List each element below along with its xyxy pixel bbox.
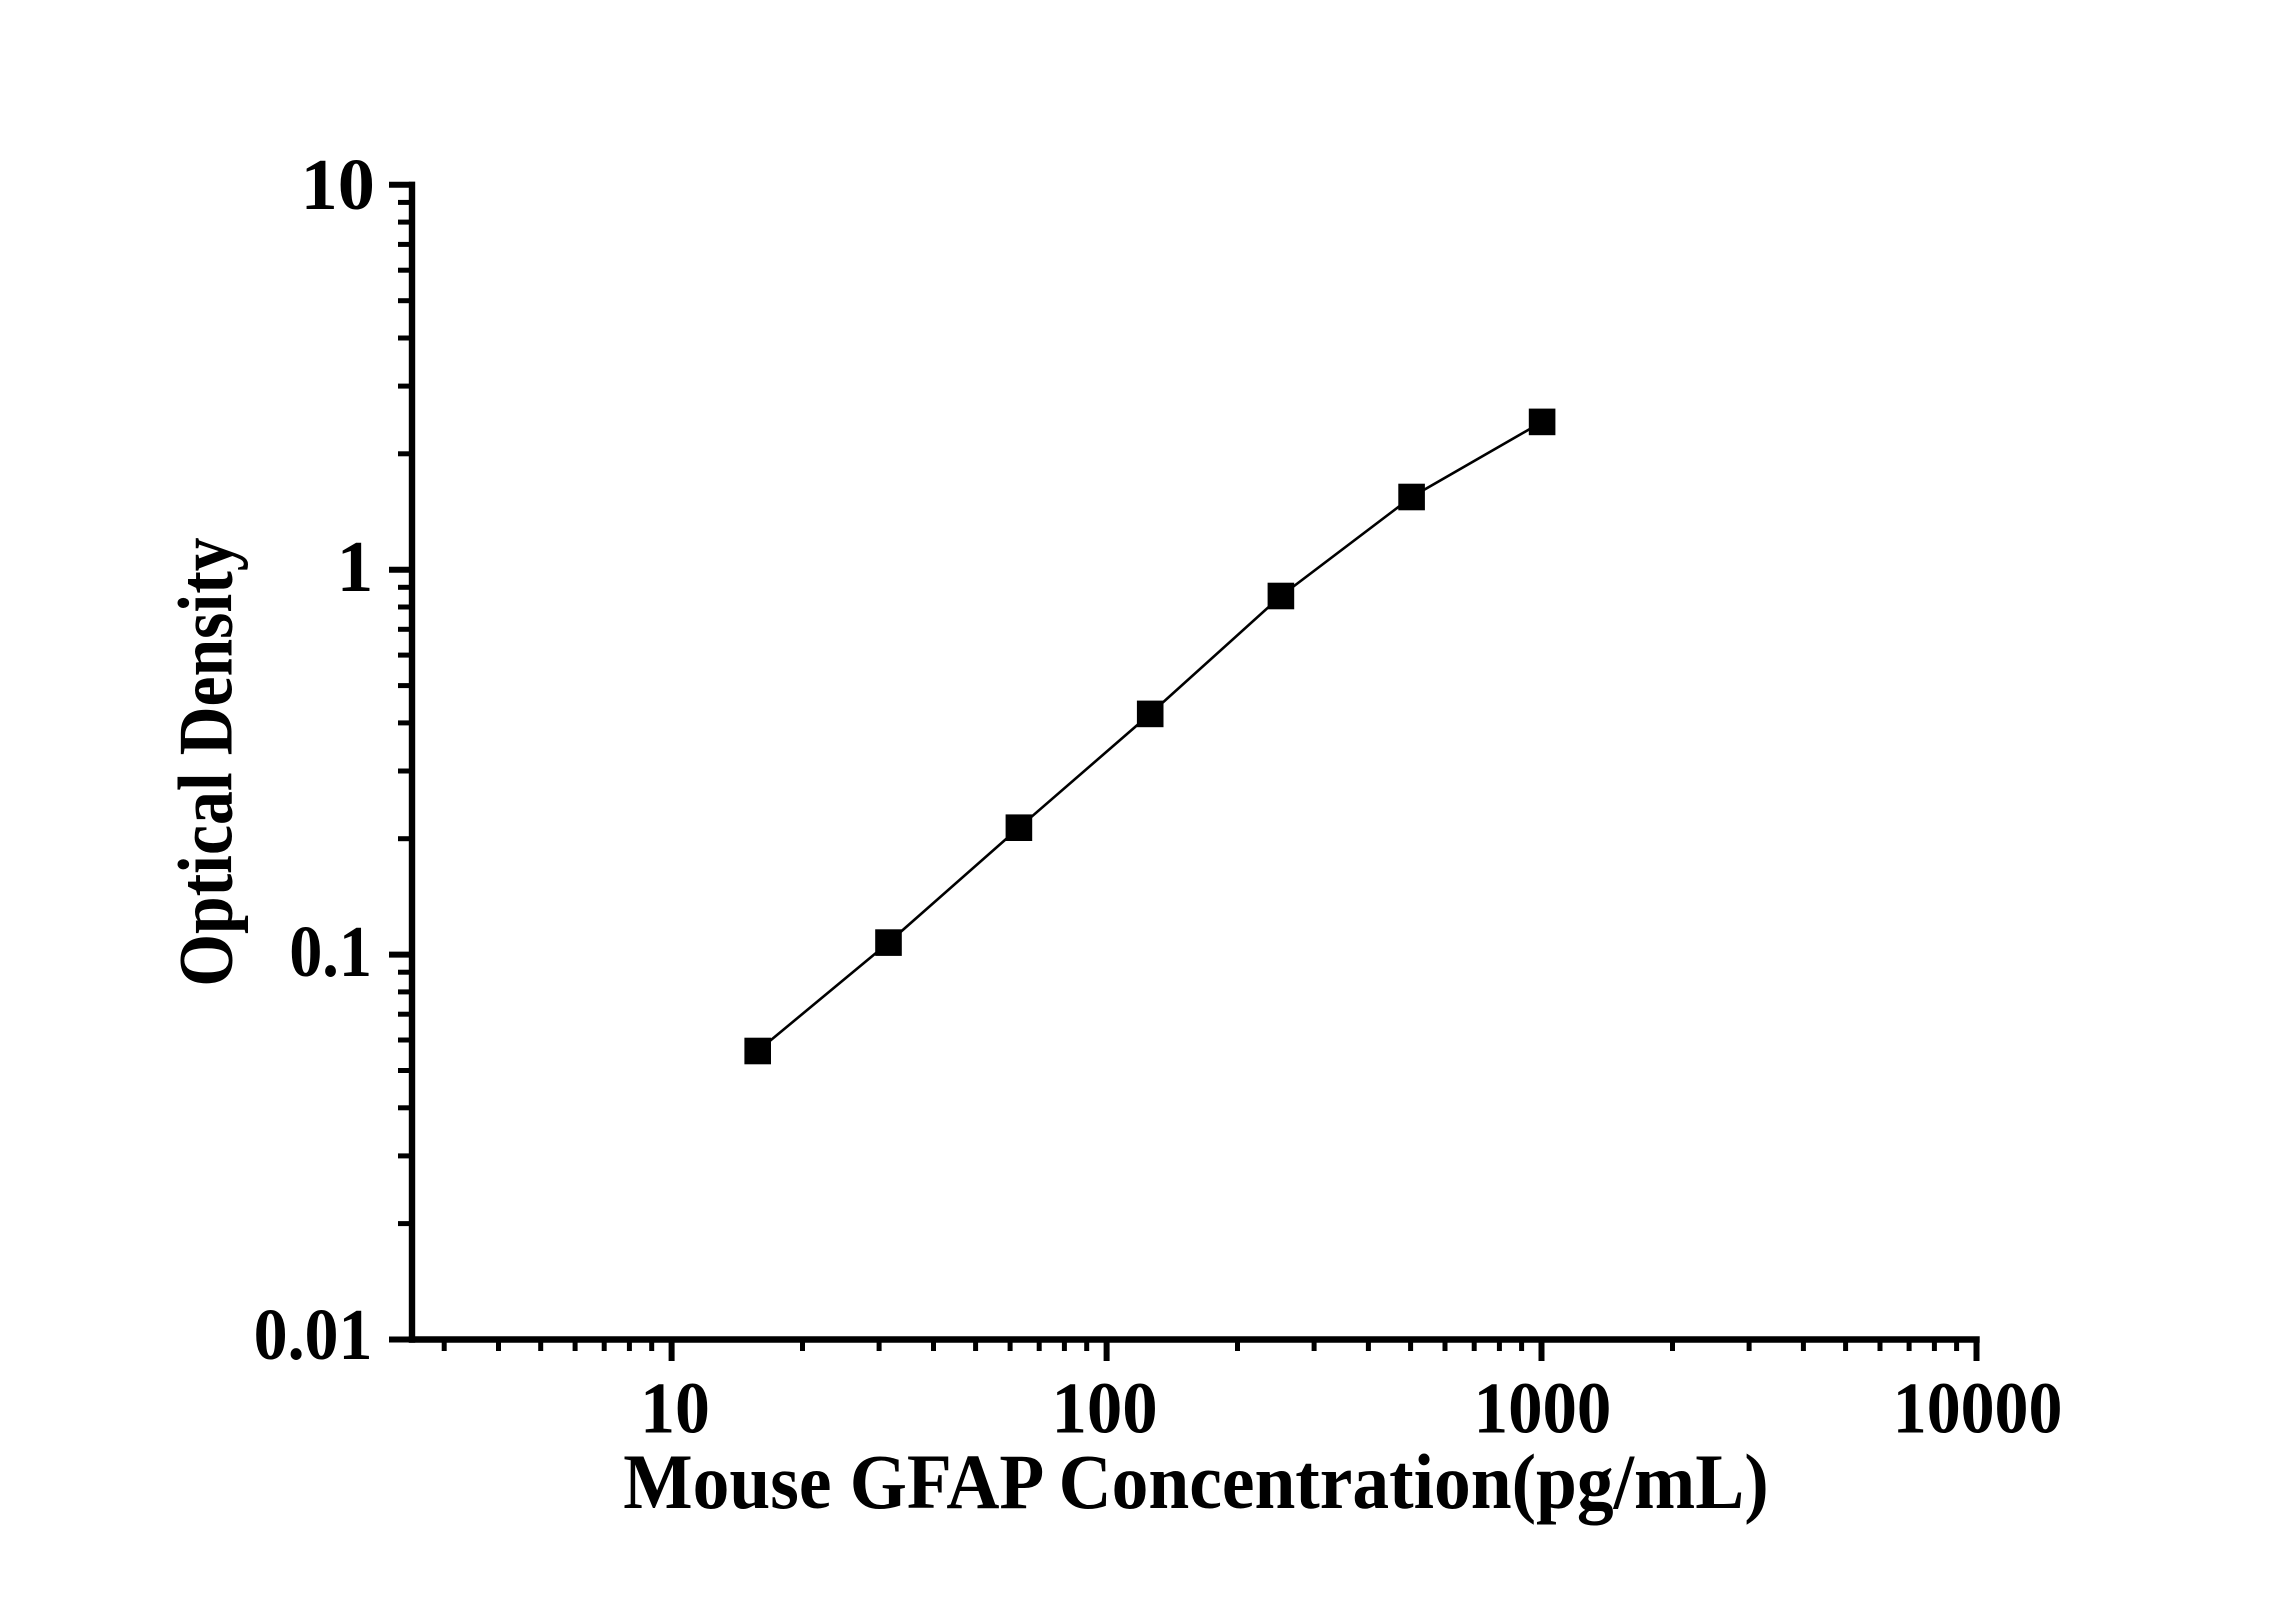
- svg-text:100: 100: [1052, 1368, 1158, 1449]
- svg-text:0.01: 0.01: [254, 1294, 373, 1375]
- svg-text:10: 10: [640, 1368, 710, 1449]
- svg-text:10: 10: [301, 144, 375, 225]
- svg-text:10000: 10000: [1893, 1368, 2063, 1449]
- svg-text:1000: 1000: [1474, 1368, 1612, 1449]
- svg-text:Mouse GFAP Concentration(pg/mL: Mouse GFAP Concentration(pg/mL): [623, 1438, 1768, 1525]
- svg-text:Optical Density: Optical Density: [163, 537, 249, 986]
- svg-text:0.1: 0.1: [289, 911, 372, 992]
- svg-text:1: 1: [337, 526, 374, 607]
